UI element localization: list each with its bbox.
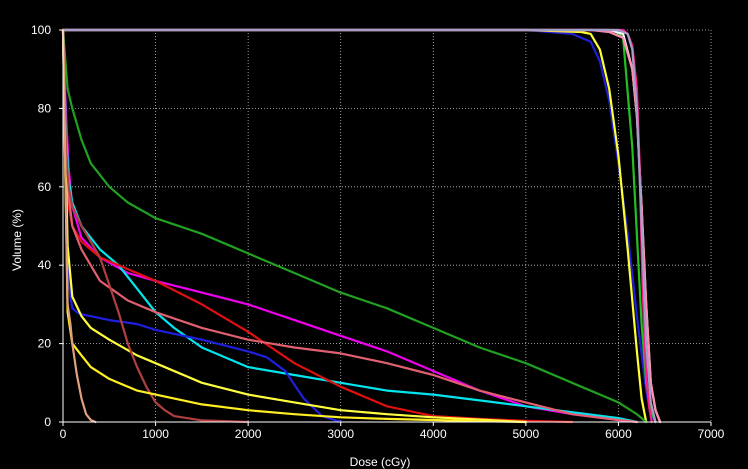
y-tick-label-40: 40 <box>38 258 52 272</box>
x-tick-label-2000: 2000 <box>235 427 262 441</box>
series-line-12 <box>61 28 639 424</box>
series-line-8 <box>61 28 648 424</box>
y-axis-label: Volume (%) <box>10 209 24 271</box>
x-tick-label-1000: 1000 <box>142 427 169 441</box>
series-line-14 <box>61 28 528 424</box>
x-tick-label-4000: 4000 <box>420 427 447 441</box>
series-lines <box>61 28 662 424</box>
y-tick-label-0: 0 <box>44 415 51 429</box>
x-tick-label-6000: 6000 <box>605 427 632 441</box>
series-line-7 <box>61 28 657 424</box>
series-line-13 <box>61 28 342 424</box>
x-tick-label-0: 0 <box>60 427 67 441</box>
y-tick-label-80: 80 <box>38 101 52 115</box>
series-line-16 <box>61 28 528 424</box>
series-line-10 <box>61 28 639 424</box>
axes <box>62 30 711 423</box>
series-line-15 <box>61 28 250 424</box>
y-tick-labels: 0 20 40 60 80 100 <box>31 23 63 429</box>
series-line-17 <box>61 28 97 424</box>
x-tick-labels: 0 1000 2000 3000 4000 5000 6000 7000 <box>60 422 725 441</box>
y-tick-label-20: 20 <box>38 337 52 351</box>
series-line-2 <box>61 28 648 424</box>
y-tick-label-60: 60 <box>38 180 52 194</box>
x-tick-label-5000: 5000 <box>513 427 540 441</box>
y-tick-label-100: 100 <box>31 23 51 37</box>
x-tick-label-3000: 3000 <box>327 427 354 441</box>
x-axis-label: Dose (cGy) <box>350 455 411 469</box>
x-tick-label-7000: 7000 <box>698 427 725 441</box>
